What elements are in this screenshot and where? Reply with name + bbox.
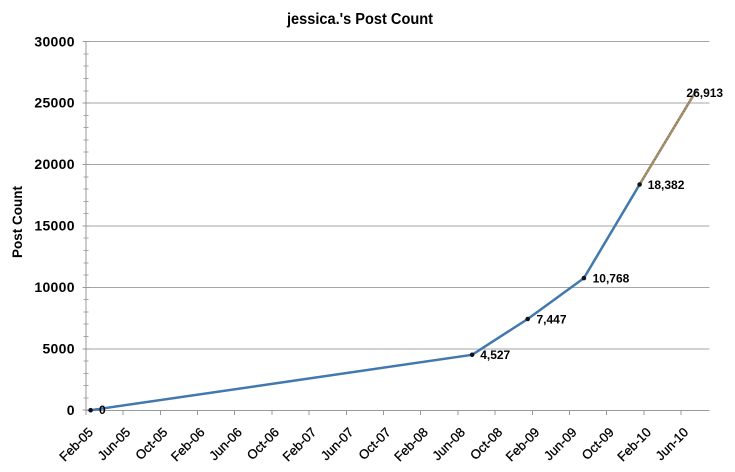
svg-text:Post Count: Post Count xyxy=(10,186,25,258)
svg-text:7,447: 7,447 xyxy=(537,312,567,326)
svg-text:0: 0 xyxy=(67,402,75,418)
svg-text:4,527: 4,527 xyxy=(480,348,510,362)
svg-text:26,913: 26,913 xyxy=(686,86,723,100)
svg-text:30000: 30000 xyxy=(34,33,74,49)
svg-text:10000: 10000 xyxy=(34,279,74,295)
svg-text:5000: 5000 xyxy=(42,341,74,357)
svg-text:jessica.'s Post Count: jessica.'s Post Count xyxy=(286,11,434,28)
svg-text:10,768: 10,768 xyxy=(593,271,630,285)
svg-text:0: 0 xyxy=(99,403,106,417)
svg-text:20000: 20000 xyxy=(34,156,74,172)
svg-text:25000: 25000 xyxy=(34,95,74,111)
svg-text:18,382: 18,382 xyxy=(648,178,685,192)
svg-text:15000: 15000 xyxy=(34,218,74,234)
